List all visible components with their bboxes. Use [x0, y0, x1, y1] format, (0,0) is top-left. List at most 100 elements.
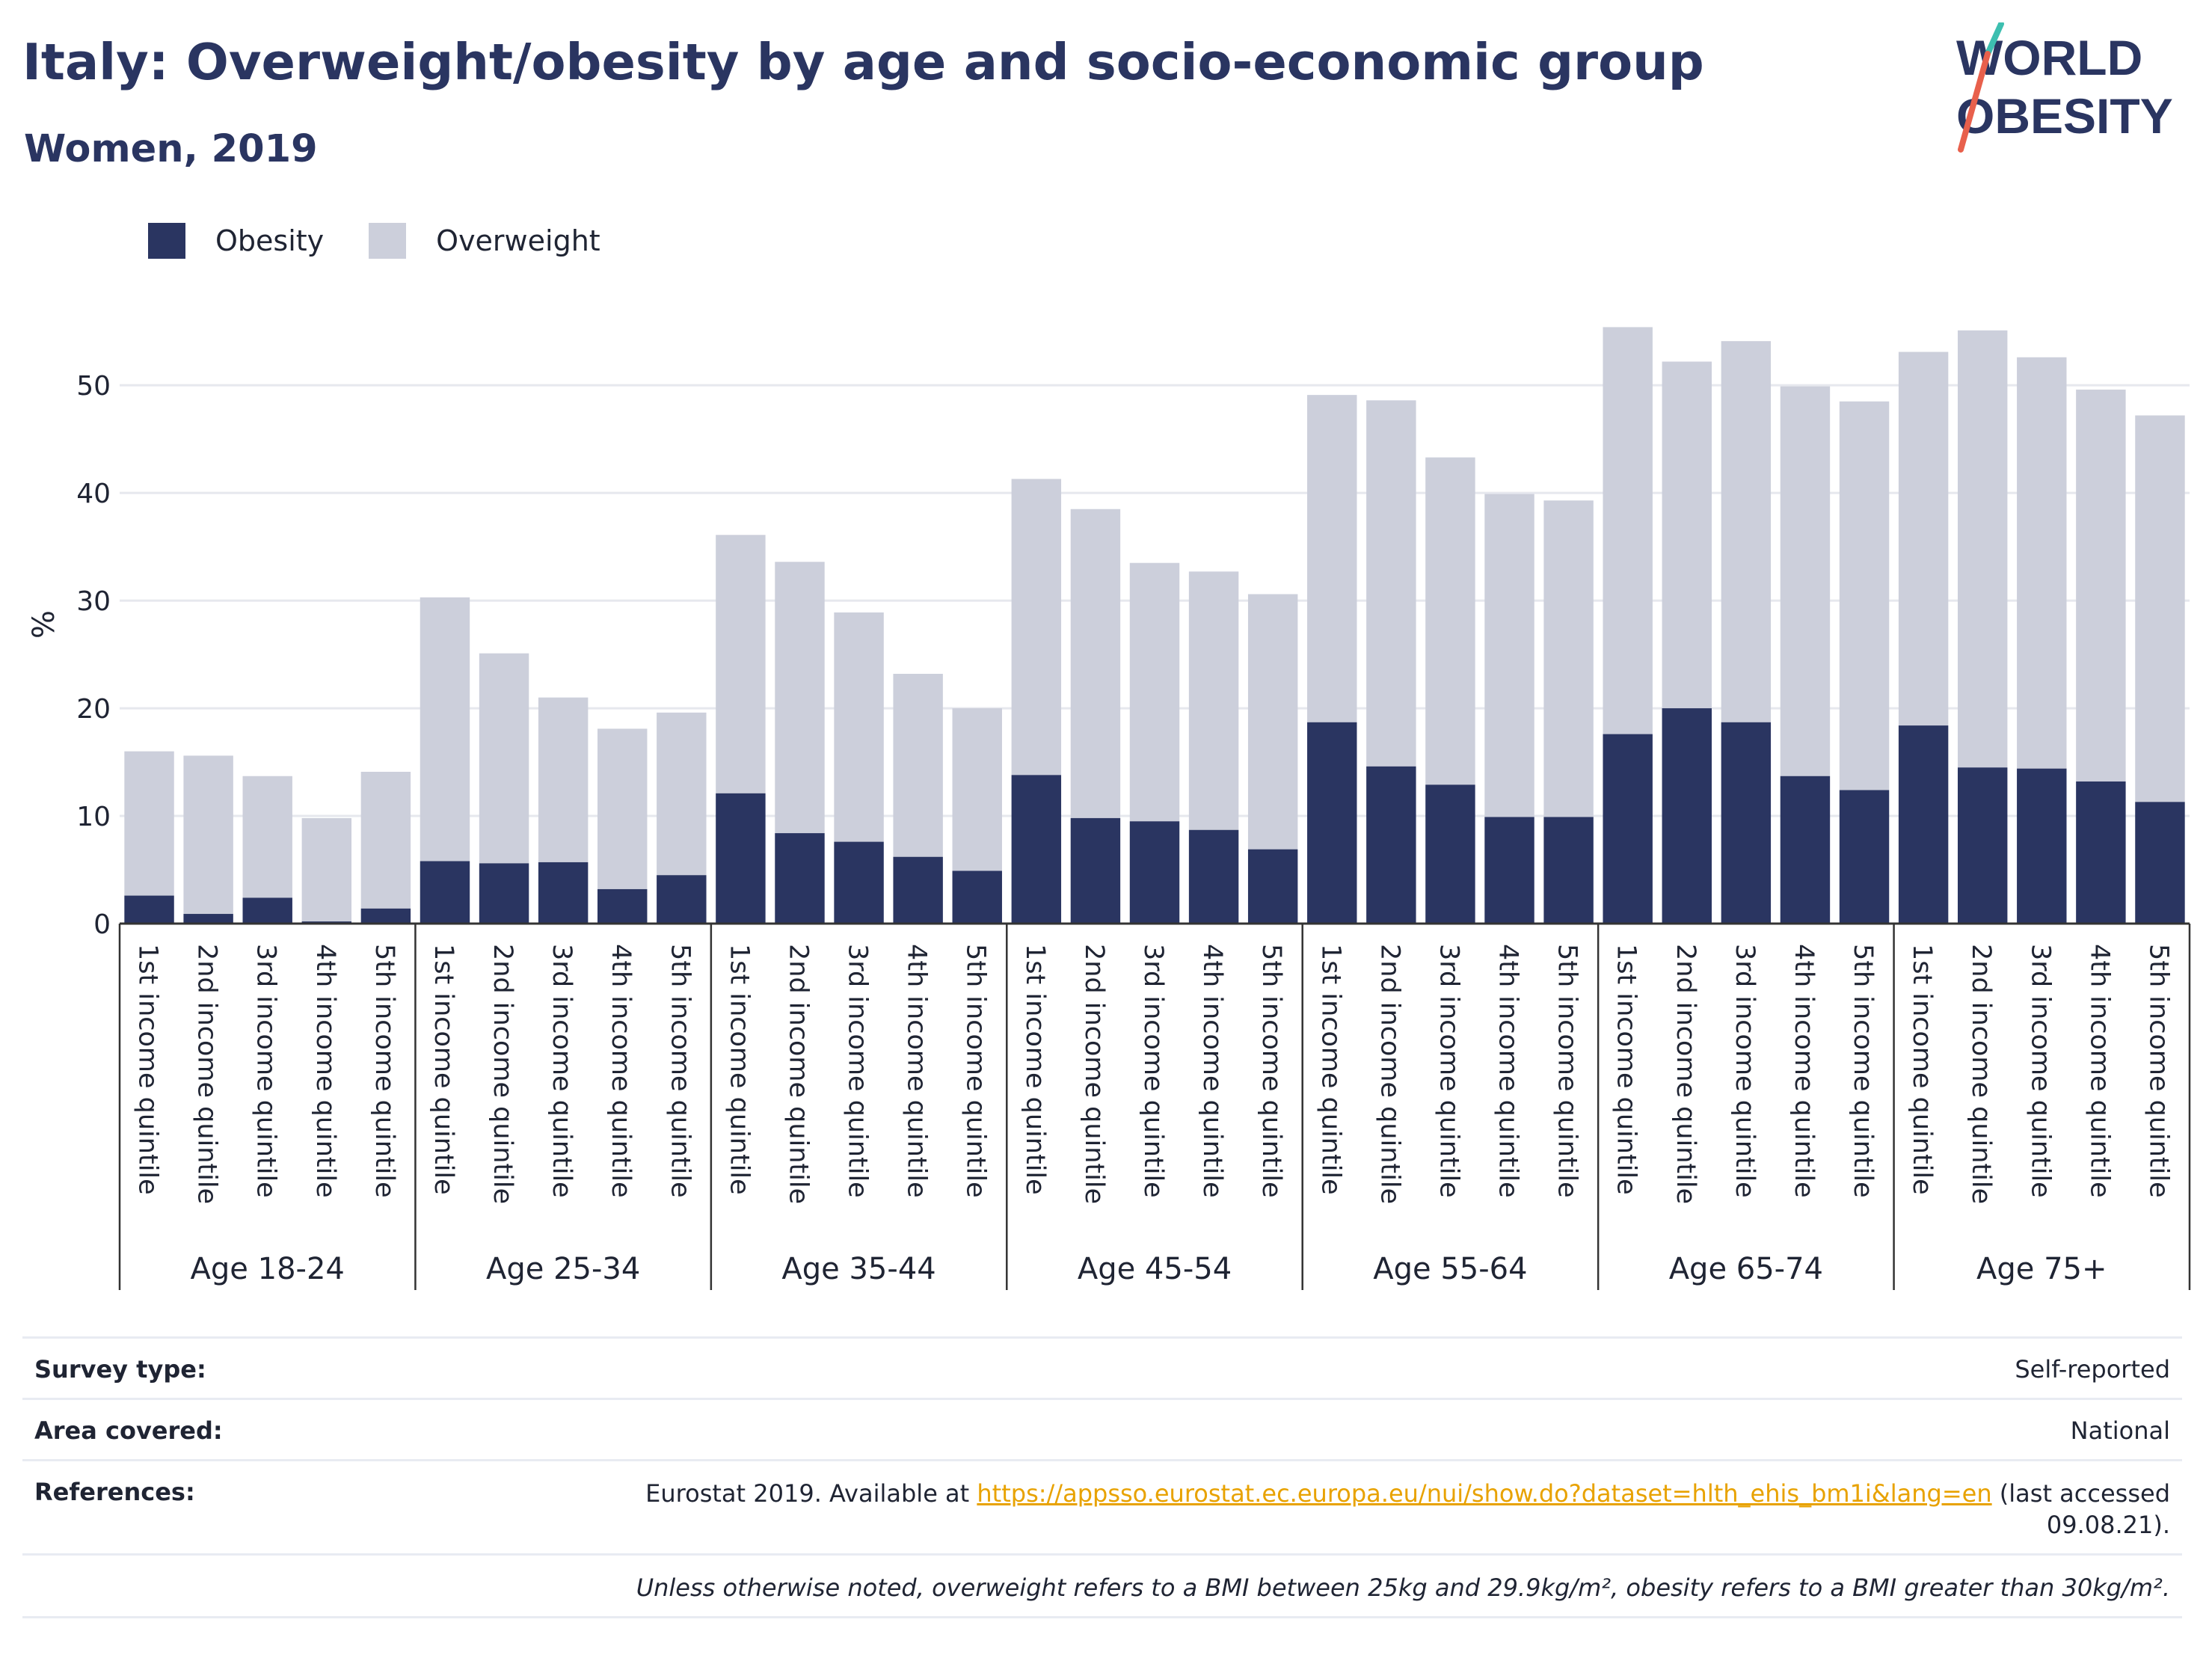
x-tick-label: 4th income quintile — [606, 944, 636, 1198]
bar-overweight — [2076, 389, 2126, 782]
x-tick-label: 3rd income quintile — [1730, 944, 1760, 1198]
logo-line2: OBESITY — [1956, 88, 2173, 144]
x-tick-label: 2nd income quintile — [1966, 944, 1996, 1204]
bar-obesity — [2076, 781, 2126, 924]
x-tick-label: 5th income quintile — [1552, 944, 1582, 1198]
x-tick-label: 1st income quintile — [1020, 944, 1050, 1195]
bar-obesity — [183, 914, 233, 924]
bar-overweight — [1662, 361, 1712, 709]
x-tick-label: 2nd income quintile — [1079, 944, 1109, 1204]
bar-overweight — [1247, 594, 1298, 850]
group-label: Age 18-24 — [191, 1252, 345, 1286]
bar-obesity — [1307, 722, 1357, 924]
bar-obesity — [716, 793, 766, 924]
bar-overweight — [2135, 415, 2185, 802]
bar-overweight — [775, 562, 825, 834]
area-covered-label: Area covered: — [34, 1416, 223, 1445]
x-tick-label: 2nd income quintile — [1374, 944, 1404, 1204]
chart-subtitle: Women, 2019 — [24, 127, 318, 171]
x-tick-label: 4th income quintile — [902, 944, 932, 1198]
bar-overweight — [1957, 330, 2008, 768]
bar-overweight — [1011, 479, 1062, 776]
bar-obesity — [1129, 821, 1180, 924]
x-tick-label: 5th income quintile — [665, 944, 695, 1198]
bar-overweight — [360, 772, 411, 909]
area-covered-value: National — [2070, 1416, 2170, 1445]
bar-overweight — [952, 708, 1002, 871]
bar-overweight — [1366, 400, 1416, 767]
chart-title: Italy: Overweight/obesity by age and soc… — [22, 33, 1704, 91]
x-tick-label: 4th income quintile — [1493, 944, 1523, 1198]
x-tick-label: 2nd income quintile — [192, 944, 222, 1204]
x-tick-label: 4th income quintile — [2084, 944, 2114, 1198]
group-label: Age 65-74 — [1669, 1252, 1823, 1286]
table-bottom-rule — [22, 1616, 2182, 1620]
group-label: Age 75+ — [1976, 1252, 2107, 1286]
bar-obesity — [952, 871, 1002, 924]
bar-obesity — [1484, 817, 1534, 924]
group-label: Age 35-44 — [781, 1252, 936, 1286]
x-tick-label: 3rd income quintile — [1138, 944, 1168, 1198]
x-tick-label: 1st income quintile — [1612, 944, 1641, 1195]
bar-obesity — [242, 897, 292, 924]
bar-obesity — [597, 888, 648, 924]
x-tick-label: 3rd income quintile — [547, 944, 577, 1198]
x-tick-label: 5th income quintile — [961, 944, 991, 1198]
bar-obesity — [1188, 829, 1239, 924]
survey-type-label: Survey type: — [34, 1355, 206, 1384]
bar-overweight — [1603, 327, 1653, 734]
bar-obesity — [657, 875, 707, 924]
y-tick-label: 40 — [76, 479, 111, 509]
legend-label-overweight: Overweight — [436, 224, 600, 257]
definition-note: Unless otherwise noted, overweight refer… — [636, 1573, 2170, 1602]
legend-item-obesity: Obesity — [148, 223, 324, 259]
bar-overweight — [1543, 500, 1594, 817]
bar-obesity — [2135, 802, 2185, 924]
bar-overweight — [597, 728, 648, 889]
bar-chart: 0 10 20 30 40 50% 1st income quintile 2nd incom… — [27, 327, 2191, 1290]
bar-obesity — [360, 908, 411, 924]
bar-overweight — [1780, 386, 1831, 776]
bar-obesity — [124, 895, 174, 924]
x-tick-label: 2nd income quintile — [488, 944, 517, 1204]
bar-obesity — [1839, 790, 1890, 924]
bar-overweight — [716, 535, 766, 793]
bar-overweight — [2017, 357, 2067, 769]
group-label: Age 45-54 — [1078, 1252, 1232, 1286]
bar-overweight — [1070, 509, 1121, 818]
y-tick-label: 10 — [76, 802, 111, 832]
group-label: Age 25-34 — [486, 1252, 640, 1286]
bar-overweight — [301, 817, 352, 922]
references-label: References: — [34, 1478, 195, 1506]
x-tick-label: 5th income quintile — [369, 944, 399, 1198]
bar-obesity — [1011, 775, 1062, 924]
bar-obesity — [1780, 776, 1831, 924]
x-tick-label: 2nd income quintile — [783, 944, 813, 1204]
bar-obesity — [1425, 784, 1475, 924]
legend-swatch-overweight — [369, 223, 407, 259]
bar-overweight — [893, 674, 943, 857]
x-tick-label: 1st income quintile — [133, 944, 163, 1195]
legend-item-overweight: Overweight — [369, 223, 600, 259]
bar-overweight — [183, 755, 233, 915]
references-link[interactable]: https://appsso.eurostat.ec.europa.eu/nui… — [977, 1479, 1992, 1508]
world-obesity-logo: WORLD OBESITY — [1956, 22, 2173, 153]
x-tick-label: 3rd income quintile — [1434, 944, 1463, 1198]
bar-obesity — [1721, 722, 1772, 924]
bar-overweight — [1484, 494, 1534, 817]
bar-overweight — [834, 612, 884, 842]
references-date: 09.08.21). — [2046, 1511, 2170, 1539]
bar-obesity — [1070, 817, 1121, 924]
bar-overweight — [242, 776, 292, 898]
bar-overweight — [1307, 395, 1357, 722]
bar-obesity — [893, 856, 943, 924]
bar-overweight — [1721, 341, 1772, 722]
x-tick-label: 5th income quintile — [2143, 944, 2173, 1198]
references-prefix: Eurostat 2019. Available at — [645, 1479, 977, 1508]
survey-type-value: Self-reported — [2015, 1355, 2170, 1384]
x-tick-label: 1st income quintile — [1907, 944, 1937, 1195]
x-tick-label: 5th income quintile — [1256, 944, 1286, 1198]
note-row: Unless otherwise noted, overweight refer… — [22, 1553, 2182, 1618]
bar-obesity — [1247, 849, 1298, 924]
bar-obesity — [1898, 725, 1949, 924]
